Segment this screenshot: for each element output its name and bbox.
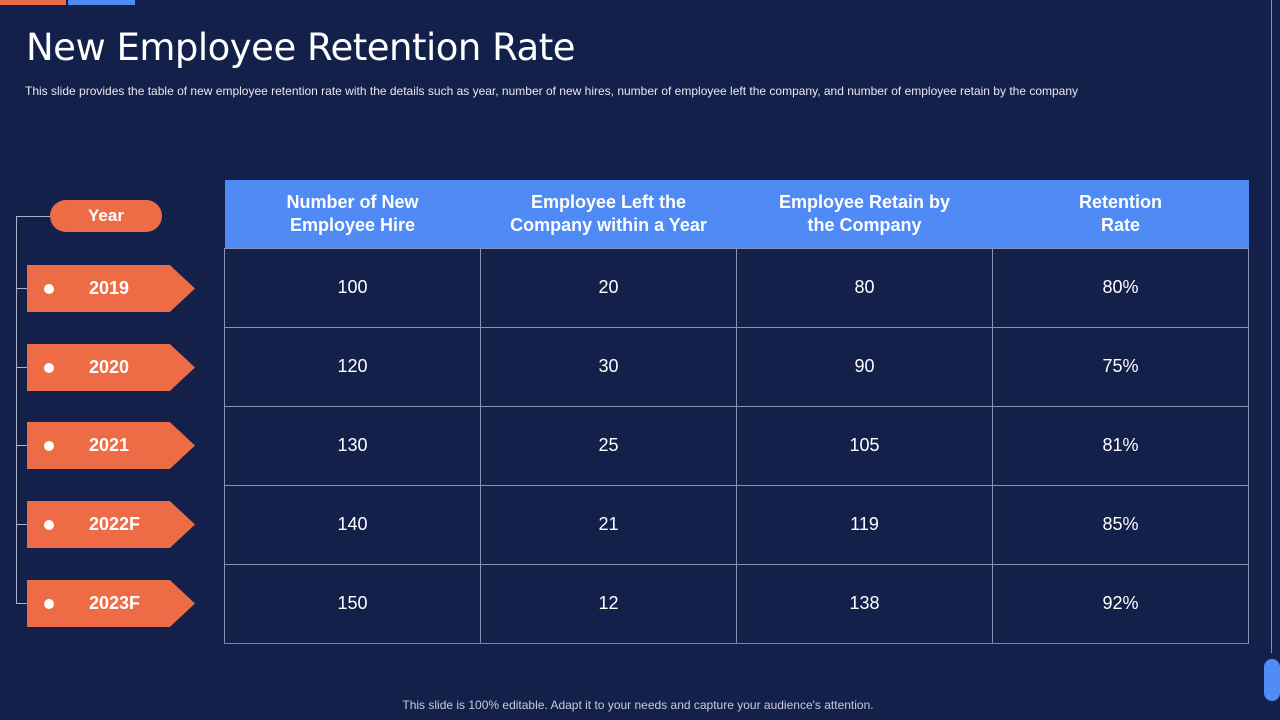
scrollbar-thumb[interactable] (1264, 659, 1280, 701)
column-header: Employee Left the Company within a Year (480, 180, 737, 248)
year-label: 2019 (89, 278, 130, 298)
cell-retained: 138 (736, 563, 993, 644)
bullet-icon (44, 441, 54, 451)
cell-rate: 85% (992, 484, 1249, 565)
table-row: 130 25 105 81% (224, 405, 1249, 486)
footer-note: This slide is 100% editable. Adapt it to… (402, 698, 874, 712)
column-header: Retention Rate (992, 180, 1249, 248)
scroll-track (1271, 0, 1272, 653)
year-header: Year (50, 200, 162, 232)
retention-table: Number of New Employee Hire Employee Lef… (224, 180, 1249, 644)
top-accent-orange (0, 0, 66, 5)
cell-retained: 80 (736, 247, 993, 328)
bullet-icon (44, 599, 54, 609)
year-label: 2021 (89, 435, 130, 455)
cell-hires: 150 (224, 563, 481, 644)
cell-retained: 105 (736, 405, 993, 486)
cell-hires: 120 (224, 326, 481, 407)
cell-rate: 92% (992, 563, 1249, 644)
cell-left: 30 (480, 326, 737, 407)
cell-rate: 80% (992, 247, 1249, 328)
column-header: Employee Retain by the Company (736, 180, 993, 248)
year-connector-line (16, 216, 17, 604)
table-row: 140 21 119 85% (224, 484, 1249, 565)
bullet-icon (44, 363, 54, 373)
cell-hires: 100 (224, 247, 481, 328)
page-subtitle: This slide provides the table of new emp… (25, 84, 1079, 98)
connector (16, 216, 50, 217)
year-tag: 2020 (27, 344, 195, 391)
cell-rate: 81% (992, 405, 1249, 486)
cell-left: 20 (480, 247, 737, 328)
table-row: 120 30 90 75% (224, 326, 1249, 407)
cell-left: 25 (480, 405, 737, 486)
bullet-icon (44, 284, 54, 294)
table-row: 100 20 80 80% (224, 247, 1249, 328)
year-label: 2020 (89, 357, 130, 377)
top-accent-blue (68, 0, 135, 5)
bullet-icon (44, 520, 54, 530)
cell-retained: 119 (736, 484, 993, 565)
cell-hires: 140 (224, 484, 481, 565)
year-tag: 2019 (27, 265, 195, 312)
table-row: 150 12 138 92% (224, 563, 1249, 644)
cell-left: 21 (480, 484, 737, 565)
cell-rate: 75% (992, 326, 1249, 407)
year-tag: 2021 (27, 422, 195, 469)
column-header: Number of New Employee Hire (224, 180, 481, 248)
year-tag: 2022F (27, 501, 195, 548)
year-tag: 2023F (27, 580, 195, 627)
cell-left: 12 (480, 563, 737, 644)
year-label: 2023F (89, 593, 141, 613)
cell-retained: 90 (736, 326, 993, 407)
year-label: 2022F (89, 514, 141, 534)
page-title: New Employee Retention Rate (26, 26, 575, 69)
cell-hires: 130 (224, 405, 481, 486)
